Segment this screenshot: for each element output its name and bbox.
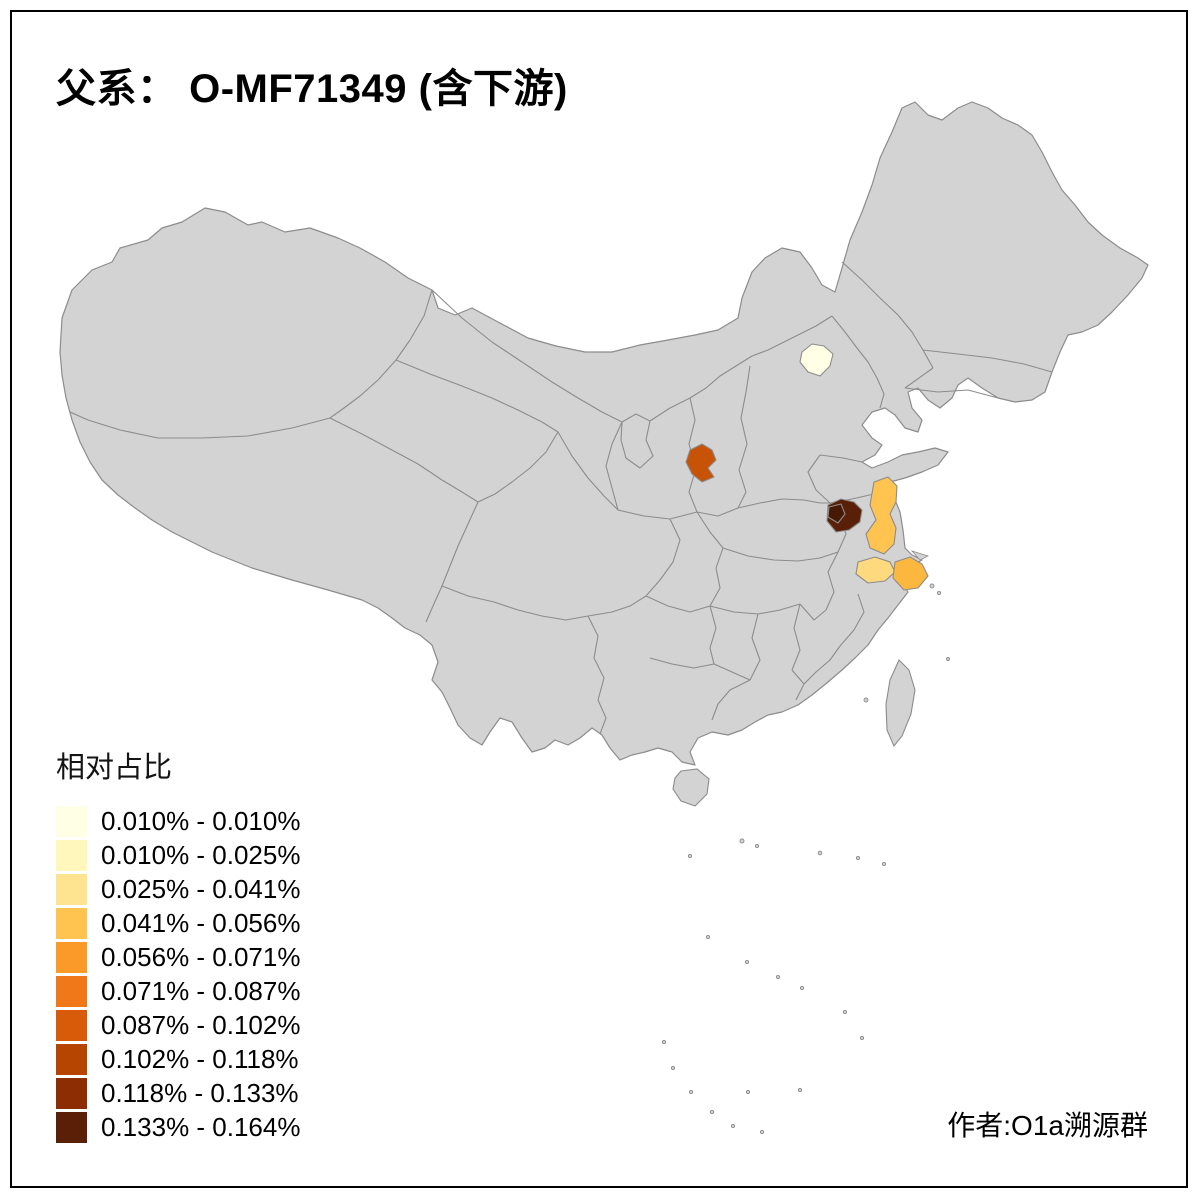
legend-swatch	[56, 1043, 87, 1075]
region-beijing	[799, 343, 834, 377]
legend: 相对占比 0.010% - 0.010% 0.010% - 0.025% 0.025…	[56, 744, 300, 1144]
legend-item: 0.025% - 0.041%	[56, 872, 300, 906]
region-shanghai-east	[892, 556, 929, 591]
legend-item: 0.010% - 0.010%	[56, 804, 300, 838]
legend-item: 0.041% - 0.056%	[56, 906, 300, 940]
region-shanxi-central	[685, 443, 717, 483]
region-jiangsu-strip	[865, 476, 898, 555]
mainland-outline	[59, 101, 1149, 766]
legend-swatch	[56, 805, 87, 837]
legend-label: 0.025% - 0.041%	[101, 873, 301, 904]
legend-swatch	[56, 1009, 87, 1041]
taiwan-island	[885, 659, 916, 748]
legend-item: 0.071% - 0.087%	[56, 974, 300, 1008]
region-huaihe-darker	[827, 503, 846, 524]
figure-title: 父系： O-MF71349 (含下游)	[56, 67, 568, 111]
legend-label: 0.010% - 0.025%	[101, 839, 301, 870]
legend-label: 0.041% - 0.056%	[101, 907, 301, 938]
legend-swatch	[56, 907, 87, 939]
hainan-island	[672, 768, 710, 807]
legend-items: 0.010% - 0.010% 0.010% - 0.025% 0.025% - 0…	[56, 804, 300, 1144]
province-borders-west-north	[69, 289, 833, 735]
province-borders-south	[587, 502, 865, 721]
legend-swatch	[56, 975, 87, 1007]
legend-item: 0.133% - 0.164%	[56, 1110, 300, 1144]
highlighted-regions	[685, 343, 929, 591]
legend-swatch	[56, 941, 87, 973]
legend-item: 0.010% - 0.025%	[56, 838, 300, 872]
legend-label: 0.133% - 0.164%	[101, 1111, 301, 1142]
legend-label: 0.056% - 0.071%	[101, 941, 301, 972]
author-credit: 作者:O1a溯源群	[947, 1110, 1148, 1141]
small-islands	[661, 583, 950, 1135]
legend-item: 0.102% - 0.118%	[56, 1042, 300, 1076]
legend-title: 相对占比	[56, 752, 173, 784]
legend-label: 0.010% - 0.010%	[101, 805, 301, 836]
legend-swatch	[56, 839, 87, 871]
legend-item: 0.118% - 0.133%	[56, 1076, 300, 1110]
legend-item: 0.056% - 0.071%	[56, 940, 300, 974]
legend-swatch	[56, 873, 87, 905]
legend-item: 0.087% - 0.102%	[56, 1008, 300, 1042]
legend-label: 0.087% - 0.102%	[101, 1009, 301, 1040]
region-taihu-west	[855, 556, 896, 584]
legend-label: 0.071% - 0.087%	[101, 975, 301, 1006]
legend-swatch	[56, 1077, 87, 1109]
legend-swatch	[56, 1111, 87, 1143]
legend-label: 0.102% - 0.118%	[101, 1043, 299, 1074]
chongming-island	[910, 550, 930, 561]
legend-label: 0.118% - 0.133%	[101, 1077, 299, 1108]
